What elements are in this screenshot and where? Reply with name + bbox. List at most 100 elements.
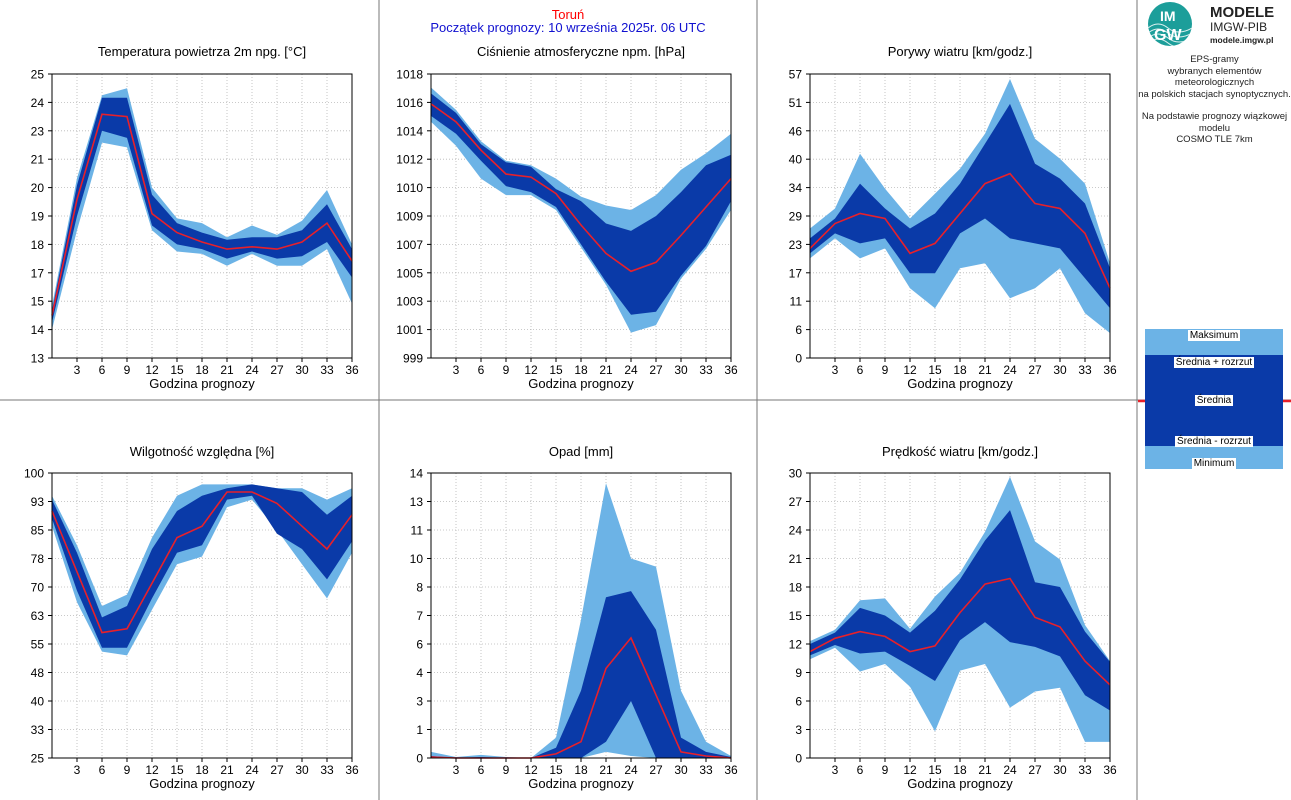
x-axis-label: Godzina prognozy xyxy=(907,376,1013,391)
y-tick-label: 24 xyxy=(31,96,45,110)
y-tick-label: 6 xyxy=(795,695,802,709)
x-tick-label: 30 xyxy=(674,763,688,777)
x-tick-label: 30 xyxy=(1053,363,1067,377)
y-tick-label: 23 xyxy=(31,124,45,138)
x-tick-label: 15 xyxy=(170,363,184,377)
y-tick-label: 24 xyxy=(789,524,803,538)
chart-panel: Temperatura powietrza 2m npg. [°C] 13 14 15… xyxy=(31,44,359,391)
x-tick-label: 9 xyxy=(503,763,510,777)
y-tick-label: 8 xyxy=(416,581,423,595)
y-tick-label: 999 xyxy=(403,352,423,366)
forecast-start-date: Początek prognozy: 10 września 2025r. 06… xyxy=(430,20,706,35)
y-tick-label: 15 xyxy=(789,609,803,623)
x-tick-label: 33 xyxy=(320,363,334,377)
x-tick-label: 33 xyxy=(1078,363,1092,377)
x-tick-label: 9 xyxy=(882,763,889,777)
x-tick-label: 30 xyxy=(1053,763,1067,777)
x-tick-label: 3 xyxy=(453,363,460,377)
x-tick-label: 27 xyxy=(270,763,284,777)
y-tick-label: 93 xyxy=(31,495,45,509)
y-tick-label: 1016 xyxy=(396,96,423,110)
x-tick-label: 24 xyxy=(245,363,259,377)
mean-line xyxy=(51,491,353,634)
x-tick-label: 9 xyxy=(124,763,131,777)
y-tick-label: 18 xyxy=(31,238,45,252)
spread-band xyxy=(52,484,352,648)
y-tick-label: 6 xyxy=(416,638,423,652)
y-tick-label: 13 xyxy=(31,352,45,366)
x-tick-label: 6 xyxy=(478,363,485,377)
x-tick-label: 15 xyxy=(549,763,563,777)
y-tick-label: 57 xyxy=(789,68,803,82)
x-tick-label: 3 xyxy=(453,763,460,777)
description-line: COSMO TLE 7km xyxy=(1176,134,1253,145)
x-tick-label: 21 xyxy=(220,763,234,777)
description-line: EPS-gramy xyxy=(1190,54,1239,65)
y-tick-label: 33 xyxy=(31,723,45,737)
x-tick-label: 30 xyxy=(295,763,309,777)
y-tick-label: 55 xyxy=(31,638,45,652)
y-tick-label: 1014 xyxy=(396,124,423,138)
chart-panel: Wilgotność względna [%]25334048556370788… xyxy=(24,444,359,791)
mean-line xyxy=(51,113,353,316)
y-tick-label: 13 xyxy=(410,495,424,509)
y-tick-label: 1018 xyxy=(396,68,423,82)
x-tick-label: 3 xyxy=(74,763,81,777)
y-tick-label: 3 xyxy=(795,723,802,737)
description-line: Na podstawie prognozy wiązkowej modelu xyxy=(1141,111,1288,134)
x-tick-label: 36 xyxy=(724,363,738,377)
x-tick-label: 21 xyxy=(978,763,992,777)
y-tick-label: 70 xyxy=(31,581,45,595)
y-tick-label: 6 xyxy=(795,323,802,337)
y-tick-label: 3 xyxy=(416,695,423,709)
y-tick-label: 23 xyxy=(789,238,803,252)
x-tick-label: 9 xyxy=(124,363,131,377)
x-tick-label: 15 xyxy=(170,763,184,777)
y-tick-label: 18 xyxy=(789,581,803,595)
description-line: wybranych elementów meteorologicznych xyxy=(1167,65,1262,89)
legend-mean-minus-label: Średnia - rozrzut xyxy=(1175,436,1253,447)
x-tick-label: 33 xyxy=(699,363,713,377)
y-tick-label: 34 xyxy=(789,181,803,195)
y-tick-label: 63 xyxy=(31,609,45,623)
y-tick-label: 1007 xyxy=(396,238,423,252)
y-tick-label: 21 xyxy=(31,153,45,167)
x-tick-label: 36 xyxy=(345,763,359,777)
y-tick-label: 12 xyxy=(789,638,803,652)
x-tick-label: 15 xyxy=(549,363,563,377)
y-tick-label: 0 xyxy=(795,352,802,366)
legend-mean-label: Średnia xyxy=(1194,395,1234,406)
x-tick-label: 18 xyxy=(953,763,967,777)
y-tick-label: 1005 xyxy=(396,266,423,280)
y-tick-label: 48 xyxy=(31,666,45,680)
y-tick-label: 21 xyxy=(789,552,803,566)
legend-min-label: Minimum xyxy=(1191,458,1237,469)
mean-line xyxy=(430,103,732,273)
x-axis-label: Godzina prognozy xyxy=(149,776,255,791)
y-tick-label: 11 xyxy=(411,524,424,538)
x-tick-label: 24 xyxy=(624,363,638,377)
y-tick-label: 100 xyxy=(24,467,44,481)
x-tick-label: 21 xyxy=(599,363,613,377)
x-tick-label: 6 xyxy=(857,363,864,377)
y-tick-label: 40 xyxy=(789,153,803,167)
y-tick-label: 17 xyxy=(31,266,45,280)
y-tick-label: 14 xyxy=(410,467,424,481)
legend-max-label: Maksimum xyxy=(1187,330,1241,341)
x-tick-label: 18 xyxy=(953,363,967,377)
x-tick-label: 24 xyxy=(624,763,638,777)
x-tick-label: 18 xyxy=(574,763,588,777)
y-tick-label: 85 xyxy=(31,524,45,538)
y-tick-label: 0 xyxy=(416,752,423,766)
y-tick-label: 29 xyxy=(789,210,803,224)
x-tick-label: 9 xyxy=(882,363,889,377)
x-tick-label: 21 xyxy=(978,363,992,377)
x-axis-label: Godzina prognozy xyxy=(907,776,1013,791)
y-tick-label: 10 xyxy=(410,552,424,566)
x-tick-label: 3 xyxy=(74,363,81,377)
x-tick-label: 12 xyxy=(145,763,159,777)
chart-title: Porywy wiatru [km/godz.] xyxy=(888,44,1033,59)
description-line: na polskich stacjach synoptycznych. xyxy=(1138,88,1291,100)
x-tick-label: 33 xyxy=(1078,763,1092,777)
